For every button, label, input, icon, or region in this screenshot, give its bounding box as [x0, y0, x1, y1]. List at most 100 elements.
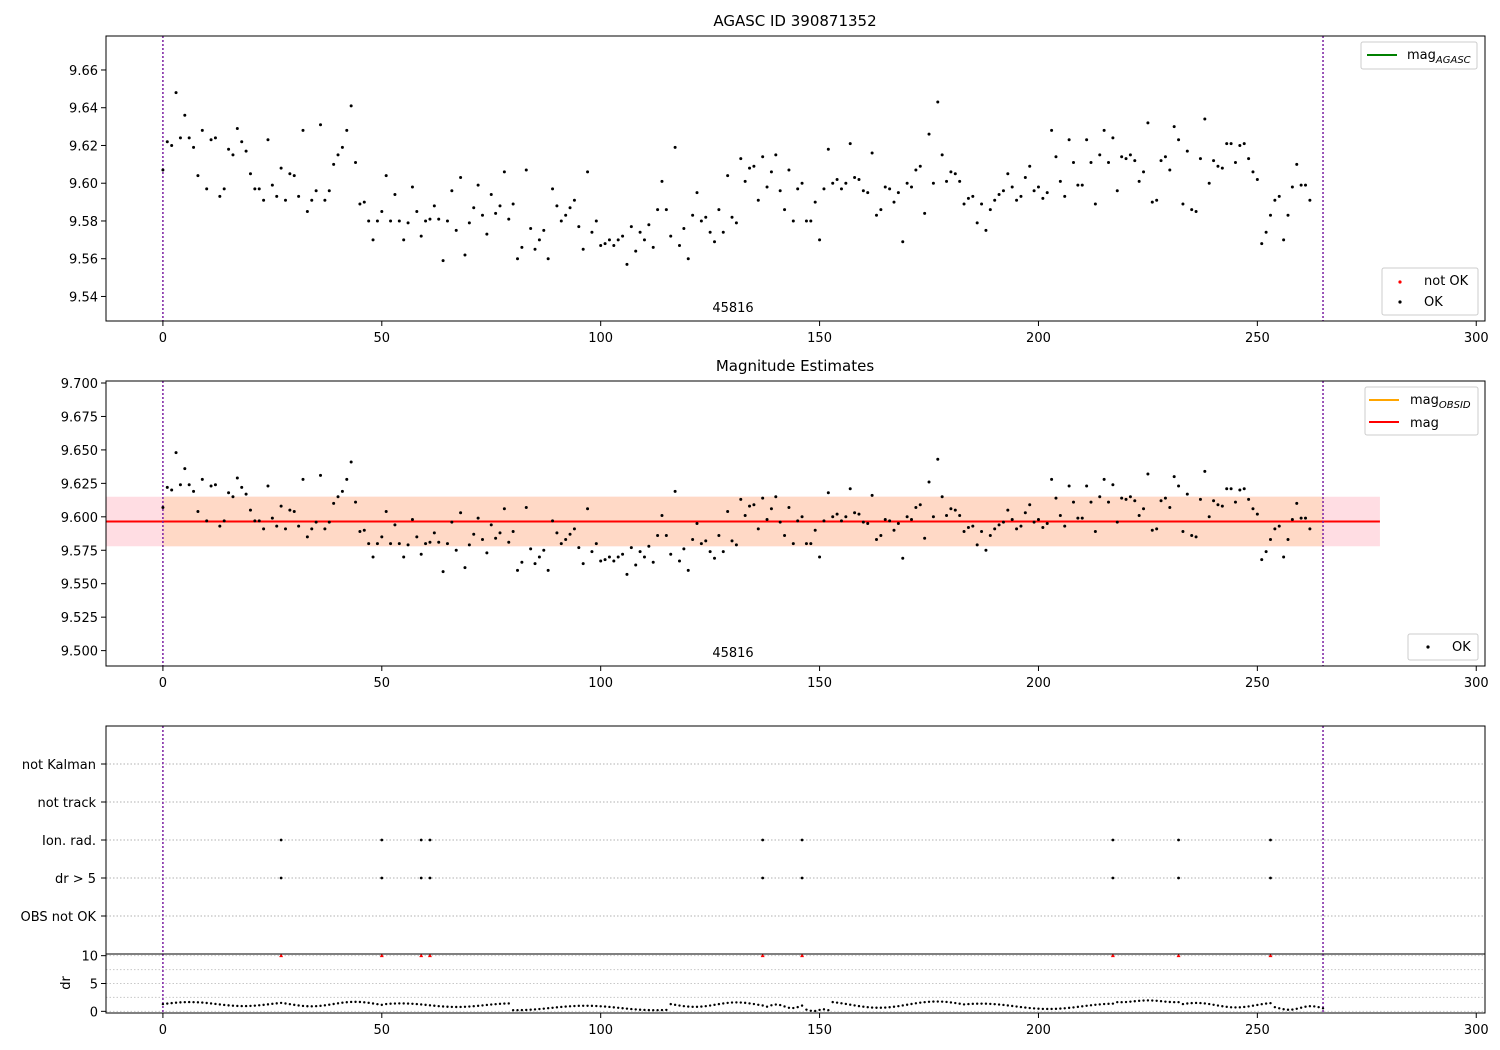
dr-point — [573, 1004, 576, 1008]
data-point-ok — [520, 560, 524, 564]
flag-point — [1177, 876, 1180, 880]
data-point-ok — [844, 181, 848, 185]
dr-point — [757, 1003, 760, 1006]
dr-point — [398, 1002, 401, 1005]
data-point-ok — [704, 539, 708, 543]
data-point-ok — [301, 128, 305, 132]
dr-point — [722, 1002, 725, 1005]
data-point-ok — [1238, 488, 1242, 492]
data-point-ok — [1098, 495, 1102, 499]
y-tick-label: 9.625 — [61, 477, 98, 492]
dr-point — [463, 1005, 467, 1008]
data-point-ok — [1076, 183, 1080, 187]
panel1-legend-lower: not OK OK — [1381, 267, 1479, 316]
data-point-ok — [1277, 524, 1281, 528]
dr-point — [879, 1006, 883, 1009]
data-point-ok — [170, 488, 174, 492]
dr-point — [993, 1002, 996, 1006]
y-tick-label: 9.550 — [61, 578, 98, 593]
dr-point — [1124, 1000, 1128, 1004]
data-point-ok — [656, 208, 660, 212]
dr-point — [1181, 1002, 1185, 1006]
panel2-legend-upper: magOBSID mag — [1364, 386, 1479, 436]
data-point-ok — [752, 503, 756, 507]
data-point-ok — [756, 527, 760, 531]
data-point-ok — [1159, 159, 1163, 163]
panel2-frame — [105, 380, 1486, 667]
dr-clip-marker — [760, 953, 765, 958]
dr-point — [437, 1004, 440, 1008]
panel-dr: 0 5 10 0 50 100 150 200 250 300 dr — [59, 950, 1489, 1038]
data-point-ok — [594, 542, 598, 546]
data-point-ok — [695, 191, 699, 195]
dr-point — [441, 1005, 445, 1008]
data-point-ok — [905, 515, 909, 519]
data-point-ok — [1080, 183, 1084, 187]
data-point-ok — [787, 505, 791, 509]
dr-point — [358, 1000, 362, 1004]
data-point-ok — [848, 487, 852, 491]
data-point-ok — [502, 170, 506, 174]
data-point-ok — [962, 530, 966, 534]
data-point-ok — [288, 172, 292, 176]
data-point-ok — [546, 568, 550, 572]
dr-point — [542, 1007, 545, 1010]
data-point-ok — [822, 187, 826, 191]
data-point-ok — [691, 213, 695, 217]
data-point-ok — [796, 519, 800, 523]
data-point-ok — [1133, 499, 1137, 503]
dr-point — [958, 1002, 961, 1005]
dr-point — [166, 1002, 169, 1005]
data-point-ok — [428, 217, 432, 221]
y-tick-label: 9.525 — [61, 611, 98, 626]
dr-point — [1286, 1008, 1290, 1011]
dr-point — [748, 1002, 751, 1005]
dr-point — [835, 1001, 839, 1004]
dr-point — [1054, 1007, 1058, 1011]
data-point-ok — [235, 126, 239, 130]
data-point-ok — [244, 149, 248, 153]
data-point-ok — [739, 497, 743, 501]
data-point-ok — [1107, 500, 1111, 504]
data-point-ok — [441, 570, 445, 574]
data-point-ok — [1098, 153, 1102, 157]
data-point-ok — [1023, 176, 1027, 180]
data-point-ok — [213, 483, 217, 487]
data-point-ok — [677, 559, 681, 563]
data-point-ok — [218, 194, 222, 198]
data-point-ok — [397, 219, 401, 223]
dr-point — [406, 1002, 410, 1005]
data-point-ok — [1163, 155, 1167, 159]
data-point-ok — [603, 242, 607, 246]
data-point-ok — [319, 123, 323, 127]
data-point-ok — [319, 473, 323, 477]
data-point-ok — [717, 534, 721, 538]
data-point-ok — [244, 492, 248, 496]
dr-point — [971, 1002, 974, 1006]
data-point-ok — [205, 519, 209, 523]
dr-point — [328, 1003, 331, 1006]
data-point-ok — [283, 527, 287, 531]
data-point-ok — [516, 257, 520, 261]
data-point-ok — [498, 531, 502, 535]
data-point-ok — [393, 193, 397, 197]
dr-point — [818, 1008, 821, 1012]
data-point-ok — [415, 535, 419, 539]
data-point-ok — [590, 230, 594, 234]
x-tick-label: 100 — [588, 676, 613, 691]
dr-point — [476, 1004, 480, 1008]
data-point-ok — [730, 539, 734, 543]
data-point-ok — [1133, 159, 1137, 163]
dr-point — [258, 1004, 261, 1007]
data-point-ok — [831, 181, 835, 185]
dr-point — [161, 1002, 165, 1006]
data-point-ok — [542, 548, 546, 552]
data-point-ok — [559, 219, 563, 223]
data-point-ok — [1251, 507, 1255, 511]
y-tick-label: 10 — [81, 950, 98, 965]
dr-point — [336, 1002, 340, 1005]
data-point-ok — [375, 542, 379, 546]
data-point-ok — [612, 559, 616, 563]
data-point-ok — [1032, 520, 1036, 524]
data-point-ok — [1028, 164, 1032, 168]
